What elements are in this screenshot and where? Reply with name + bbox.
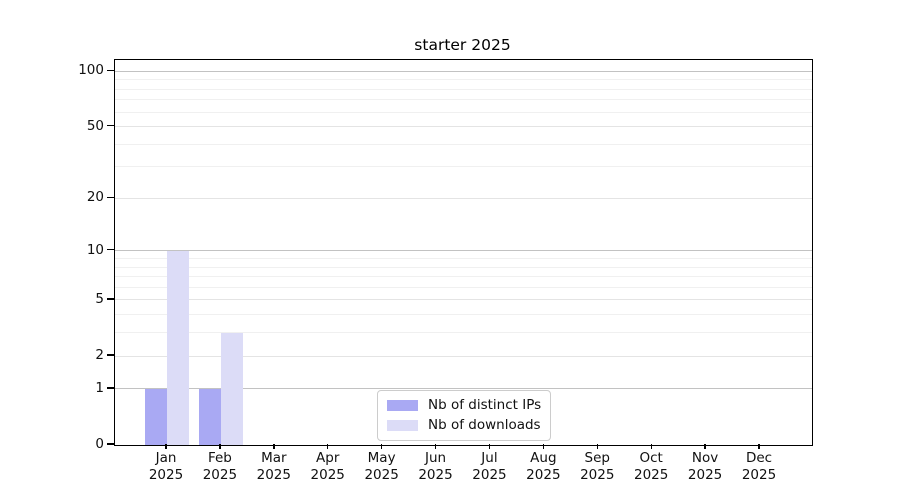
gridline-y-30: [115, 166, 812, 168]
legend: Nb of distinct IPs Nb of downloads: [377, 390, 552, 441]
y-tick-label-0: 0: [95, 436, 104, 452]
plot-area: [114, 59, 813, 446]
gridline-y-20: [115, 197, 812, 199]
x-tick-mark-aug: [542, 444, 545, 449]
y-tick-label-1: 1: [95, 379, 104, 396]
gridline-y-70: [115, 99, 812, 101]
x-tick-mark-nov: [704, 444, 706, 449]
x-tick-label-apr: Apr 2025: [310, 450, 345, 483]
x-tick-label-aug: Aug 2025: [526, 450, 561, 483]
gridline-y-40: [115, 143, 812, 145]
x-tick-label-dec: Dec 2025: [741, 450, 777, 483]
x-tick-mark-jul: [488, 444, 491, 449]
legend-swatch-downloads: [387, 419, 418, 431]
gridline-y-50: [115, 126, 812, 128]
x-tick-mark-jan: [165, 444, 167, 449]
bar-distinct-ips-feb: [198, 388, 221, 445]
x-tick-mark-feb: [219, 444, 221, 449]
x-tick-mark-apr: [327, 444, 329, 449]
y-tick-label-2: 2: [95, 347, 104, 364]
y-tick-mark-20: [107, 196, 114, 199]
y-tick-mark-0: [107, 443, 114, 445]
gridline-y-6: [115, 286, 812, 288]
gridline-y-8: [115, 266, 812, 268]
x-tick-label-jul: Jul 2025: [472, 450, 507, 483]
bar-downloads-jan: [167, 250, 189, 445]
gridline-y-4: [115, 314, 812, 316]
bar-downloads-feb: [220, 332, 243, 445]
gridline-y-100: [115, 70, 812, 72]
gridline-y-80: [115, 88, 812, 90]
y-tick-label-50: 50: [86, 117, 104, 134]
y-tick-mark-1: [107, 387, 114, 389]
x-tick-label-jun: Jun 2025: [418, 450, 453, 483]
gridline-y-7: [115, 276, 812, 278]
gridline-y-90: [115, 79, 812, 81]
gridline-y-60: [115, 111, 812, 113]
gridline-y-9: [115, 258, 812, 259]
x-tick-label-may: May 2025: [364, 450, 399, 483]
x-tick-label-feb: Feb 2025: [202, 450, 238, 483]
gridline-y-5: [115, 299, 812, 301]
y-tick-mark-5: [107, 298, 114, 300]
x-tick-mark-dec: [758, 444, 760, 449]
x-tick-label-nov: Nov 2025: [687, 450, 723, 483]
x-tick-mark-may: [381, 444, 383, 449]
y-tick-label-20: 20: [86, 189, 104, 206]
x-tick-mark-oct: [650, 444, 652, 449]
x-tick-label-mar: Mar 2025: [256, 450, 291, 483]
legend-swatch-distinct-ips: [387, 399, 418, 411]
y-tick-label-10: 10: [86, 241, 104, 258]
x-tick-label-jan: Jan 2025: [148, 450, 184, 483]
legend-item-distinct-ips: Nb of distinct IPs: [387, 395, 541, 415]
y-tick-label-5: 5: [95, 290, 104, 307]
x-tick-mark-sep: [596, 444, 598, 449]
bar-distinct-ips-jan: [145, 388, 167, 445]
y-tick-mark-10: [107, 249, 114, 251]
legend-label-downloads: Nb of downloads: [428, 417, 541, 433]
chart-title: starter 2025: [414, 36, 511, 54]
gridline-y-10: [115, 250, 812, 252]
y-tick-mark-2: [107, 354, 114, 356]
gridline-y-1: [115, 388, 812, 390]
y-tick-label-100: 100: [78, 62, 104, 79]
y-tick-mark-50: [107, 124, 114, 127]
gridline-y-2: [115, 355, 812, 357]
x-tick-mark-mar: [273, 444, 275, 449]
y-tick-mark-100: [107, 69, 114, 71]
gridline-y-3: [115, 332, 812, 334]
x-tick-label-sep: Sep 2025: [580, 450, 615, 483]
x-tick-label-oct: Oct 2025: [633, 450, 669, 483]
x-tick-mark-jun: [434, 444, 437, 449]
legend-label-distinct-ips: Nb of distinct IPs: [428, 397, 542, 413]
legend-item-downloads: Nb of downloads: [387, 415, 541, 435]
